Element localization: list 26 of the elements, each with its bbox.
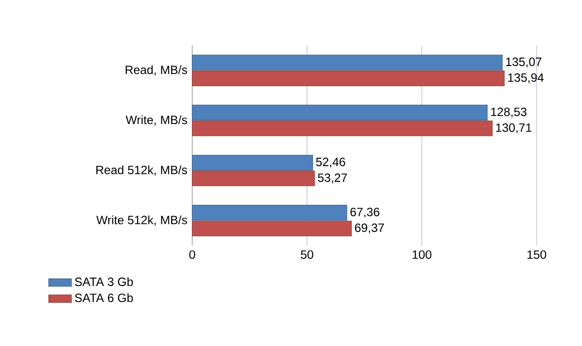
bar	[192, 70, 505, 86]
x-tick-label: 100	[412, 250, 432, 259]
x-tick-label: 50	[300, 250, 314, 259]
data-label: 69,37	[355, 224, 384, 234]
y-tick-label: Read, MB/s	[126, 65, 188, 76]
data-label: 130,71	[496, 124, 532, 134]
bar	[192, 205, 348, 221]
y-tick-label: Write 512k, MB/s	[96, 216, 188, 226]
data-label: 135,07	[506, 58, 542, 68]
y-tick-label: Read 512k, MB/s	[96, 166, 188, 176]
bar	[192, 170, 315, 186]
bar	[192, 120, 493, 136]
y-tick-label: Write, MB/s	[126, 115, 188, 126]
legend-label: SATA 3 Gb	[74, 277, 133, 286]
data-label: 52,46	[316, 158, 346, 168]
legend-label: SATA 6 Gb	[74, 293, 133, 302]
data-label: 128,53	[491, 108, 526, 118]
bar	[192, 155, 313, 171]
data-label: 135,94	[508, 73, 544, 84]
bar	[192, 220, 352, 236]
data-label: 53,27	[318, 174, 347, 184]
data-label: 67,36	[350, 208, 380, 218]
x-tick-label: 150	[528, 250, 546, 259]
x-tick-label: 0	[189, 250, 196, 259]
bar	[192, 54, 503, 70]
bar	[192, 104, 488, 121]
